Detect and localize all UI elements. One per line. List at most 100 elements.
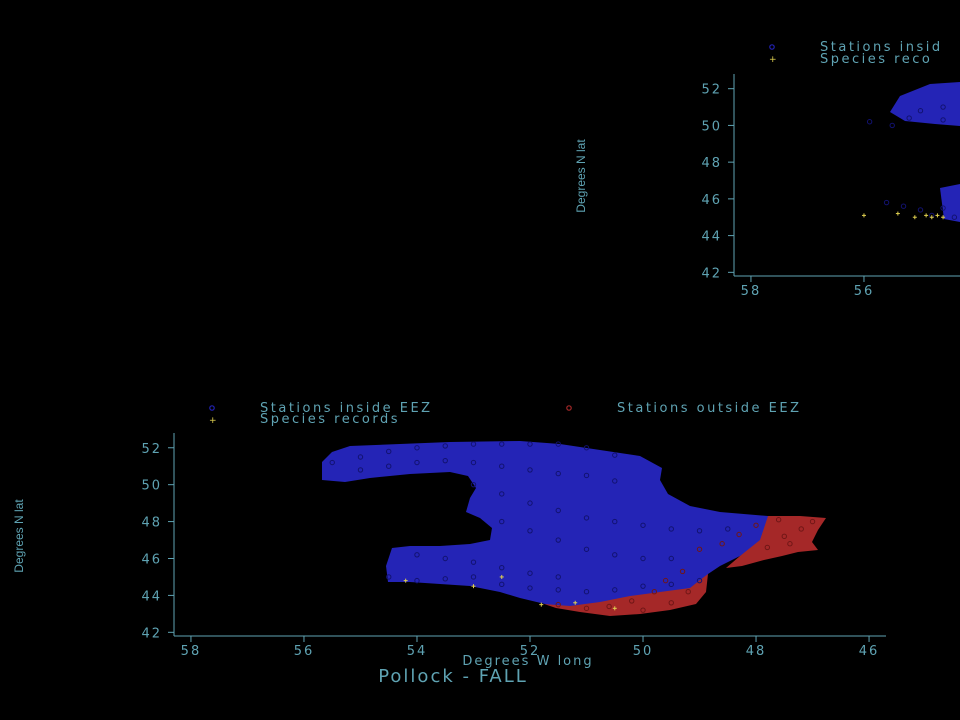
main-density-outside-south xyxy=(544,574,708,616)
species-record-point xyxy=(499,574,504,579)
station-point xyxy=(499,518,505,525)
station-point xyxy=(900,203,907,209)
station-point xyxy=(640,607,646,613)
y-tick-label: 50 xyxy=(141,479,162,494)
station-point xyxy=(612,478,618,484)
y-tick-label: 46 xyxy=(141,552,162,567)
species-record-point xyxy=(612,606,617,611)
station-point xyxy=(499,441,505,447)
legend-entry-stations: Stations insid xyxy=(820,40,943,55)
legend-marker-stations xyxy=(769,44,775,50)
legend-entry-species-main: Species records xyxy=(260,412,400,427)
station-point xyxy=(470,459,477,466)
station-point xyxy=(555,601,561,608)
station-point xyxy=(787,541,793,547)
station-point xyxy=(651,589,658,595)
species-record-point xyxy=(924,213,929,218)
station-point xyxy=(499,491,505,497)
legend-marker-inside xyxy=(209,405,215,411)
station-point xyxy=(583,515,590,521)
main-legend: Stations inside EEZ Stations outside EEZ… xyxy=(209,401,799,427)
x-tick-label: 58 xyxy=(741,284,762,299)
chart-title: Pollock - FALL xyxy=(378,666,528,687)
station-point xyxy=(442,576,448,582)
station-point xyxy=(612,452,618,458)
main-y-ticks: 42 44 46 48 50 52 xyxy=(141,442,174,641)
station-point xyxy=(357,454,364,460)
station-point xyxy=(527,467,533,473)
legend-marker-species: + xyxy=(769,55,777,65)
station-point xyxy=(951,214,958,220)
x-tick-label: 56 xyxy=(294,644,315,659)
station-point xyxy=(940,117,946,123)
station-point xyxy=(612,552,618,558)
station-point xyxy=(629,598,635,604)
station-point xyxy=(696,577,703,584)
station-point xyxy=(612,587,618,593)
station-point xyxy=(470,559,477,565)
species-record-point xyxy=(539,602,544,607)
station-point xyxy=(889,122,895,129)
species-record-point xyxy=(935,213,940,218)
x-tick-label: 48 xyxy=(746,644,767,659)
x-tick-label: 52 xyxy=(520,644,541,659)
station-point xyxy=(662,577,669,584)
x-tick-label: 58 xyxy=(181,644,202,659)
station-point xyxy=(668,555,674,562)
station-point xyxy=(583,472,590,479)
station-point xyxy=(583,546,590,552)
station-point xyxy=(640,555,646,562)
station-point xyxy=(696,546,703,552)
station-point xyxy=(775,517,782,523)
y-tick-label: 42 xyxy=(701,266,722,281)
y-tick-label: 52 xyxy=(701,83,722,98)
station-point xyxy=(527,570,533,576)
station-point xyxy=(499,581,505,588)
station-point xyxy=(883,199,890,206)
top-density-south xyxy=(940,184,960,222)
station-point xyxy=(555,587,561,593)
station-point xyxy=(917,207,924,213)
x-tick-label: 56 xyxy=(854,284,875,299)
legend-entry-inside: Stations inside EEZ xyxy=(260,401,433,416)
station-point xyxy=(583,445,590,451)
station-point xyxy=(764,544,771,551)
top-scatter-chart: Stations insid + Species reco Degrees N … xyxy=(574,40,960,299)
x-tick-label: 50 xyxy=(633,644,654,659)
station-point xyxy=(414,459,420,466)
main-x-axis-title: Degrees W long xyxy=(462,654,593,669)
station-point xyxy=(583,589,590,595)
station-point xyxy=(781,533,787,540)
station-point xyxy=(940,104,946,110)
station-point xyxy=(917,108,924,114)
main-y-axis-title: Degrees N lat xyxy=(12,499,26,573)
top-x-ticks: 58 56 xyxy=(741,276,875,299)
station-point xyxy=(442,443,448,449)
station-point xyxy=(499,565,505,571)
station-point xyxy=(386,448,392,455)
station-point xyxy=(470,574,477,580)
station-point xyxy=(668,526,674,532)
legend-marker-outside xyxy=(566,405,572,411)
station-point xyxy=(606,603,612,610)
station-point xyxy=(442,555,448,562)
station-point xyxy=(329,459,335,466)
station-point xyxy=(736,531,742,538)
station-point xyxy=(414,577,420,584)
y-tick-label: 42 xyxy=(141,626,162,641)
station-point xyxy=(640,583,646,589)
species-record-point xyxy=(912,215,917,220)
station-point xyxy=(414,445,420,451)
main-scatter-chart: Stations inside EEZ Stations outside EEZ… xyxy=(12,401,886,687)
station-point xyxy=(555,537,561,543)
top-y-axis-title: Degrees N lat xyxy=(574,139,588,213)
station-point xyxy=(719,541,725,547)
main-density-inside xyxy=(322,441,768,608)
station-point xyxy=(640,522,646,528)
x-tick-label: 46 xyxy=(859,644,880,659)
station-point xyxy=(906,115,912,121)
top-station-density xyxy=(890,82,960,222)
station-point xyxy=(527,585,533,591)
y-tick-label: 48 xyxy=(141,516,162,531)
